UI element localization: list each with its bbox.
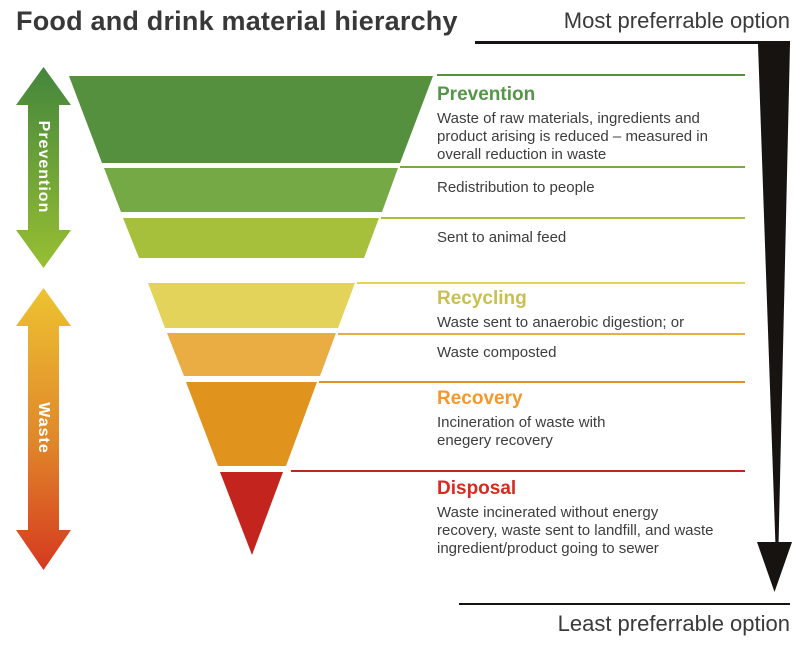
pyramid-segment-animal-feed bbox=[123, 218, 379, 258]
row-body: Waste of raw materials, ingredients and … bbox=[437, 110, 708, 163]
row-recovery: Recovery Incineration of waste with eneg… bbox=[437, 388, 752, 450]
row-body: Waste incinerated without energy recover… bbox=[437, 504, 714, 557]
pyramid-segment-recycling bbox=[148, 283, 355, 328]
separator-animal-feed bbox=[381, 217, 745, 219]
row-heading: Disposal bbox=[437, 478, 517, 499]
pyramid-segment-prevention bbox=[69, 76, 433, 163]
double-arrow-icon bbox=[16, 67, 71, 268]
row-composted: Waste composted bbox=[437, 344, 752, 362]
most-preferrable-divider bbox=[475, 41, 790, 44]
down-arrow-head-icon bbox=[757, 542, 792, 592]
separator-disposal bbox=[291, 470, 745, 472]
waste-axis-label: Waste bbox=[35, 402, 52, 454]
prevention-axis-label: Prevention bbox=[35, 121, 52, 214]
row-animal-feed: Sent to animal feed bbox=[437, 229, 752, 247]
separator-recovery bbox=[319, 381, 745, 383]
waste-group-arrow: Waste bbox=[16, 288, 71, 570]
row-disposal: Disposal Waste incinerated without energ… bbox=[437, 478, 752, 558]
pyramid-segment-redistribution bbox=[104, 168, 398, 212]
down-arrow-shaft bbox=[758, 44, 790, 546]
separator-redistribution bbox=[400, 166, 745, 168]
least-preferrable-label: Least preferrable option bbox=[557, 611, 790, 636]
row-prevention: Prevention Waste of raw materials, ingre… bbox=[437, 84, 752, 164]
row-body: Redistribution to people bbox=[437, 179, 595, 196]
row-heading: Recycling bbox=[437, 288, 527, 309]
most-preferrable-label: Most preferrable option bbox=[563, 8, 790, 33]
row-body: Incineration of waste with enegery recov… bbox=[437, 414, 606, 449]
separator-recycling bbox=[357, 282, 745, 284]
row-body: Sent to animal feed bbox=[437, 229, 567, 246]
row-redistribution: Redistribution to people bbox=[437, 179, 752, 197]
double-arrow-icon bbox=[16, 288, 71, 570]
row-body: Waste composted bbox=[437, 344, 557, 361]
pyramid-segment-composted bbox=[167, 333, 336, 376]
row-recycling: Recycling Waste sent to anaerobic digest… bbox=[437, 288, 752, 332]
row-heading: Prevention bbox=[437, 84, 536, 105]
pyramid-segment-recovery bbox=[186, 382, 317, 466]
least-preferrable-divider bbox=[459, 603, 790, 605]
row-body: Waste sent to anaerobic digestion; or bbox=[437, 314, 685, 331]
separator-prevention bbox=[437, 74, 745, 76]
page-title: Food and drink material hierarchy bbox=[16, 6, 458, 36]
row-heading: Recovery bbox=[437, 388, 523, 409]
separator-composted bbox=[338, 333, 745, 335]
prevention-group-arrow: Prevention bbox=[16, 67, 71, 268]
pyramid-segment-disposal bbox=[220, 472, 283, 555]
